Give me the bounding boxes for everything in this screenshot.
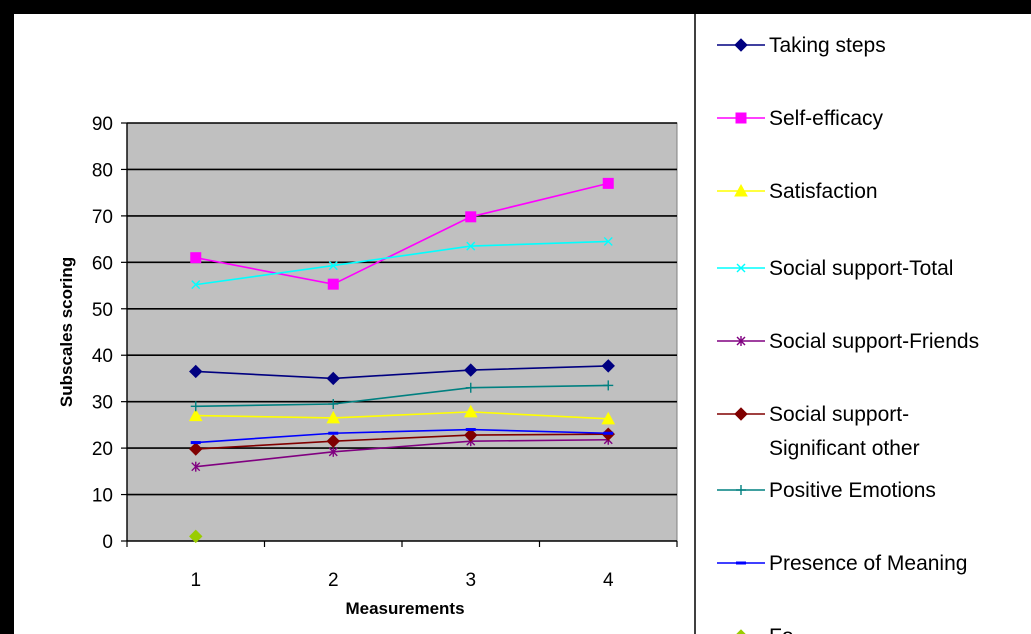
legend-item-taking-steps: Taking steps [717,34,886,57]
series-social-support-total-point-stroke [603,236,613,246]
series-social-support-total-point-stroke [191,280,201,290]
series-social-support-significant-other [189,427,615,456]
x-tick-label: 1 [190,570,201,591]
series-presence-of-meaning-line [195,428,609,444]
axes [126,123,678,547]
legend-item-fo-label: Fo... [769,625,811,634]
legend-item-fo: Fo... [736,625,811,634]
series-satisfaction-point [463,404,478,418]
series-fo [189,529,203,544]
series-taking-steps-line [195,365,609,380]
series-positive-emotions-point [465,382,476,393]
legend-item-social-support-significant-other-label: Social support- [769,403,909,426]
legend-item-presence-of-meaning: Presence of Meaning [717,552,967,575]
series-social-support-significant-other-point [189,442,203,456]
series-positive-emotions-point [190,401,201,412]
legend-item-social-support-total-marker-stroke [736,263,746,273]
legend-item-satisfaction: Satisfaction [717,180,878,203]
series-social-support-total-point [191,280,201,290]
series-social-support-total-point-stroke [466,241,476,251]
series-positive-emotions [190,380,614,412]
y-tick-label: 90 [92,114,113,135]
legend-item-positive-emotions-label: Positive Emotions [769,479,936,502]
series-satisfaction-point [601,411,616,425]
legend-item-social-support-friends-label: Social support-Friends [769,330,979,353]
series-social-support-friends-point [191,461,201,472]
series-self-efficacy-line [195,182,609,285]
y-tick-label: 50 [92,300,113,321]
legend-item-social-support-significant-other-label: Significant other [769,437,920,460]
series-social-support-total-line [195,240,609,286]
series-taking-steps [189,359,615,386]
y-tick-label: 70 [92,207,113,228]
series-presence-of-meaning [190,428,614,445]
x-axis-title: Measurements [345,599,464,618]
legend-item-self-efficacy-marker [735,112,747,124]
series-satisfaction [188,404,616,425]
legend-item-taking-steps-marker [734,38,748,52]
y-tick-label: 30 [92,393,113,414]
series-social-support-total-point-stroke [328,261,338,271]
legend-item-social-support-total-marker [736,263,746,273]
x-tick-labels: 1 2 3 4 [190,570,614,591]
series-social-support-total-point [466,241,476,251]
series-social-support-significant-other-point [464,428,478,442]
series-social-support-total-point [328,261,338,271]
y-axis-title: Subscales scoring [57,257,76,407]
y-tick-labels: 0 10 20 30 40 50 60 70 80 90 [92,114,113,553]
legend-item-satisfaction-marker [734,183,748,197]
legend-item-satisfaction-label: Satisfaction [769,180,878,203]
y-tick-label: 60 [92,253,113,274]
x-tick-label: 4 [603,570,614,591]
series-self-efficacy-point [465,211,477,223]
series-social-support-friends-point [328,446,338,457]
legend-item-social-support-total-label: Social support-Total [769,257,953,280]
legend-item-social-support-friends: Social support-Friends [717,330,979,353]
series-taking-steps-point [464,363,478,377]
legend-item-positive-emotions-marker [736,485,746,495]
series-positive-emotions-point [328,398,339,409]
legend-item-presence-of-meaning-label: Presence of Meaning [769,552,967,575]
plot-area [126,122,678,542]
series-social-support-total-point [603,236,613,246]
legend-item-self-efficacy-label: Self-efficacy [769,107,883,130]
series-satisfaction-line [195,411,609,420]
y-tick-label: 20 [92,439,113,460]
y-tick-label: 0 [102,532,113,553]
legend-item-social-support-total: Social support-Total [717,257,953,280]
legend-item-social-support-significant-other: Social support- Significant other [717,403,920,460]
series-social-support-significant-other-point [326,434,340,448]
series-fo-point [189,529,203,544]
series-positive-emotions-line [195,384,609,408]
series-self-efficacy-point [602,177,614,189]
legend-item-positive-emotions: Positive Emotions [717,479,936,502]
legend-item-social-support-friends-marker [736,336,746,346]
chart-frame: 0 10 20 30 40 50 60 70 80 90 1 2 3 4 Measurements Su… [14,14,1031,634]
y-tick-label: 40 [92,346,113,367]
data-series [188,177,616,544]
series-social-support-total [191,236,613,290]
x-tick-label: 3 [465,570,476,591]
series-taking-steps-point [189,364,203,379]
y-tick-label: 10 [92,486,113,507]
x-tick-label: 2 [328,570,339,591]
series-self-efficacy-point [327,278,339,290]
y-tick-label: 80 [92,160,113,181]
legend: Taking steps Self-efficacy Satisfaction Soc… [717,34,979,634]
legend-item-fo-marker [736,629,746,634]
legend-item-taking-steps-label: Taking steps [769,34,886,57]
series-satisfaction-point [326,410,341,424]
series-social-support-friends-line [195,438,609,468]
series-taking-steps-point [601,359,615,373]
legend-item-social-support-significant-other-marker [734,407,748,421]
legend-item-self-efficacy: Self-efficacy [717,107,883,130]
series-self-efficacy [190,177,614,290]
series-positive-emotions-point [603,380,614,391]
line-chart: 0 10 20 30 40 50 60 70 80 90 1 2 3 4 Measurements Su… [57,14,979,634]
series-satisfaction-point [188,408,203,422]
series-social-support-significant-other-line [195,433,609,450]
series-taking-steps-point [326,371,340,386]
series-self-efficacy-point [190,252,202,264]
